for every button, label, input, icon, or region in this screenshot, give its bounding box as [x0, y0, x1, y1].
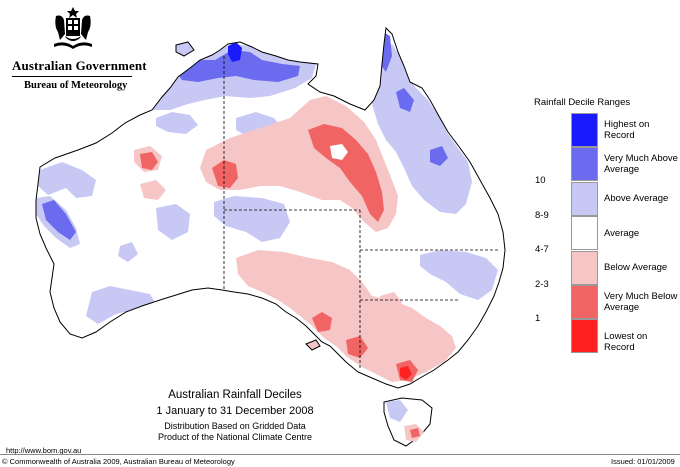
website-link[interactable]: http://www.bom.gov.au: [6, 446, 82, 455]
tasmania-very-much-below-average: [410, 428, 420, 438]
government-logo: Australian Government Bureau of Meteorol…: [10, 6, 147, 98]
legend-label: Above Average: [604, 193, 669, 205]
legend-swatch: [571, 147, 598, 182]
map-subtitle-line1: Distribution Based on Gridded Data: [164, 421, 306, 431]
legend-label: Below Average: [604, 262, 668, 274]
bureau-name: Bureau of Meteorology: [24, 80, 128, 91]
legend-title: Rainfall Decile Ranges: [534, 97, 631, 108]
legend-range: 1: [535, 313, 541, 324]
legend-swatch: [571, 181, 598, 216]
legend-swatch: [571, 216, 598, 251]
coat-of-arms-icon: [54, 7, 92, 49]
legend-label: Average: [604, 227, 640, 239]
legend-swatch: [571, 319, 598, 354]
melville-island: [175, 41, 195, 57]
legend-label: Highest on Record: [604, 119, 650, 141]
legend-range: 2-3: [535, 278, 549, 290]
legend-swatch: [571, 113, 598, 147]
legend-label: Lowest on Record: [604, 330, 648, 353]
logo-divider: [12, 76, 132, 77]
legend-swatch: [571, 285, 598, 319]
legend-label: Very Much Below Average: [604, 291, 678, 313]
issued-date: Issued: 01/01/2009: [611, 457, 675, 466]
government-name: Australian Government: [12, 58, 147, 73]
footer-divider: [0, 454, 680, 455]
map-title: Australian Rainfall Deciles: [168, 389, 302, 401]
legend-label: Very Much Above Average: [604, 153, 678, 176]
copyright-notice: © Commonwealth of Australia 2009, Austra…: [2, 457, 235, 466]
state-borders: [223, 56, 498, 370]
legend-range: 10: [535, 175, 546, 187]
map-period: 1 January to 31 December 2008: [156, 405, 314, 417]
legend-range: 4-7: [535, 244, 549, 256]
legend-range: 8-9: [535, 209, 549, 221]
kangaroo-island: [305, 339, 321, 351]
legend-swatch: [571, 250, 598, 285]
map-subtitle-line2: Product of the National Climate Centre: [157, 432, 313, 442]
decile-shading: [36, 30, 498, 382]
tasmania-above-average: [386, 400, 408, 422]
